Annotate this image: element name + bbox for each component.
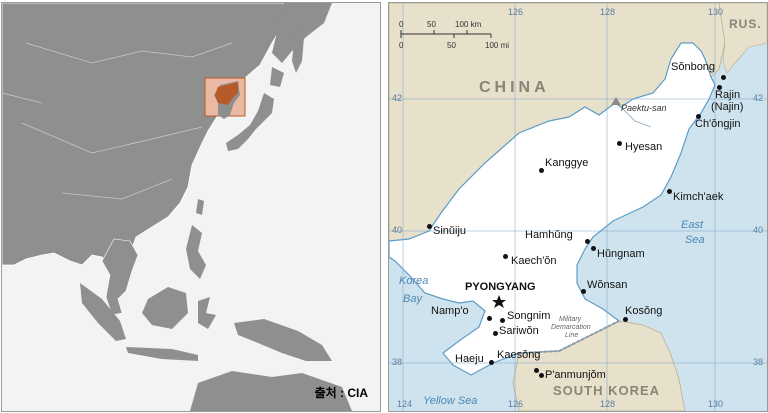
taiwan <box>196 199 204 215</box>
city-label-wonsan: Wŏnsan <box>587 279 628 291</box>
sumatra <box>80 283 126 341</box>
city-label-hyesan: Hyesan <box>625 141 663 153</box>
city-label-chongjin: Ch'ŏngjin <box>695 118 741 130</box>
city-dot-sinuiju <box>427 224 432 229</box>
russia-east <box>272 3 332 63</box>
russia-land <box>718 3 767 74</box>
scale-bar <box>400 30 492 38</box>
country-borders <box>2 42 233 200</box>
capital-star-icon <box>492 295 506 308</box>
city-dot-sonbong <box>721 75 726 80</box>
city-dot-kanggye <box>539 168 544 173</box>
city-dot-kosong <box>623 317 628 322</box>
dmz-label-2: Demarcation <box>551 324 591 331</box>
city-dot-rajin <box>717 85 722 90</box>
java <box>126 347 198 361</box>
lat-tick-38-left: 38 <box>392 357 403 367</box>
city-dot-nampo <box>487 316 492 321</box>
lat-tick-42-left: 42 <box>392 93 403 103</box>
city-label-sinuiju: Sinŭiju <box>433 225 467 237</box>
dmz-label-3: Line <box>565 332 579 339</box>
city-label-hungnam: Hŭngnam <box>597 248 645 260</box>
peak-label-paektu: Paektu-san <box>621 103 667 113</box>
city-label-panmunjom: P'anmunjŏm <box>545 369 606 381</box>
city-label-rajin-1: Rajin <box>715 89 741 101</box>
city-dot-haeju <box>489 360 494 365</box>
lat-tick-40-right: 40 <box>753 225 764 235</box>
graticule <box>389 3 767 411</box>
city-label-sonbong: Sŏnbong <box>671 61 716 73</box>
city-dot-hamhung <box>585 239 590 244</box>
lat-tick-40-left: 40 <box>392 225 403 235</box>
city-label-kaesong: Kaesŏng <box>497 349 541 361</box>
scale-mi-100: 100 mi <box>485 41 510 50</box>
country-label-south-korea: SOUTH KOREA <box>553 383 661 398</box>
scale-mi-0: 0 <box>399 41 404 50</box>
lat-tick-42-right: 42 <box>753 93 764 103</box>
city-label-haeju: Haeju <box>455 353 484 365</box>
country-label-russia: RUS. <box>729 17 762 31</box>
lon-tick-128: 128 <box>600 399 616 409</box>
city-label-kaechon: Kaech'ŏn <box>511 255 557 267</box>
new-guinea <box>234 319 332 361</box>
hokkaido <box>270 67 284 87</box>
city-dot-panmunjom <box>539 373 544 378</box>
borneo <box>142 287 188 329</box>
city-label-nampo: Namp'o <box>431 305 469 317</box>
country-label-china: CHINA <box>479 79 550 96</box>
city-dot-hungnam <box>591 246 596 251</box>
city-dot-hyesan <box>617 141 622 146</box>
city-dot-chongjin <box>696 114 701 119</box>
river-tumen <box>616 102 652 128</box>
scale-mi-50: 50 <box>447 41 456 50</box>
lon-tick-126-top: 126 <box>508 7 524 17</box>
scale-km-50: 50 <box>427 20 436 29</box>
philippines <box>186 225 206 279</box>
dmz-line <box>518 320 620 354</box>
lon-tick-128-top: 128 <box>600 7 616 17</box>
source-credit: 출처 : CIA <box>314 386 368 400</box>
lat-tick-38-right: 38 <box>753 357 764 367</box>
detail-map: 0 50 100 km 0 50 100 mi 126 128 130 124 … <box>388 2 768 412</box>
capital-label: PYONGYANG <box>465 281 536 293</box>
australia <box>190 371 352 411</box>
city-label-sariwon: Sariwŏn <box>499 325 539 337</box>
sea-label-east-2: Sea <box>685 234 705 246</box>
locator-map: 출처 : CIA <box>1 2 381 412</box>
detail-map-graphic <box>389 3 767 411</box>
sea-label-korea-bay-1: Korea <box>399 275 429 287</box>
lon-tick-130-top: 130 <box>708 7 724 17</box>
city-label-kosong: Kosŏng <box>625 305 663 317</box>
scale-km-0: 0 <box>399 20 404 29</box>
sakhalin <box>292 27 304 73</box>
lon-tick-130: 130 <box>708 399 724 409</box>
city-label-kimchaek: Kimch'aek <box>673 191 724 203</box>
city-label-songnim: Songnim <box>507 310 551 322</box>
asia-mainland <box>2 3 285 274</box>
japan <box>226 93 274 151</box>
indochina <box>101 238 139 316</box>
peak-icon <box>611 97 621 105</box>
city-dot-kimchaek <box>667 189 672 194</box>
sea-label-korea-bay-2: Bay <box>403 293 422 305</box>
city-dot-wonsan <box>581 289 586 294</box>
city-dot-sariwon <box>493 331 498 336</box>
scale-km-100: 100 km <box>455 20 482 29</box>
dmz-label-1: Military <box>559 316 582 323</box>
city-dot-kaechon <box>503 254 508 259</box>
city-dot-kaesong <box>534 368 539 373</box>
lon-tick-124: 124 <box>397 399 413 409</box>
north-korea-highlight <box>215 82 238 105</box>
city-label-rajin-2: (Najin) <box>711 101 744 113</box>
city-label-kanggye: Kanggye <box>545 157 589 169</box>
sea-label-east-1: East <box>681 219 704 231</box>
lon-tick-126: 126 <box>508 399 524 409</box>
city-dot-songnim <box>500 318 505 323</box>
city-label-hamhung: Hamhŭng <box>525 229 573 241</box>
north-korea-land <box>389 42 716 376</box>
locator-map-graphic <box>2 3 380 411</box>
sea-label-yellow-sea: Yellow Sea <box>423 395 478 407</box>
sulawesi <box>198 297 216 329</box>
